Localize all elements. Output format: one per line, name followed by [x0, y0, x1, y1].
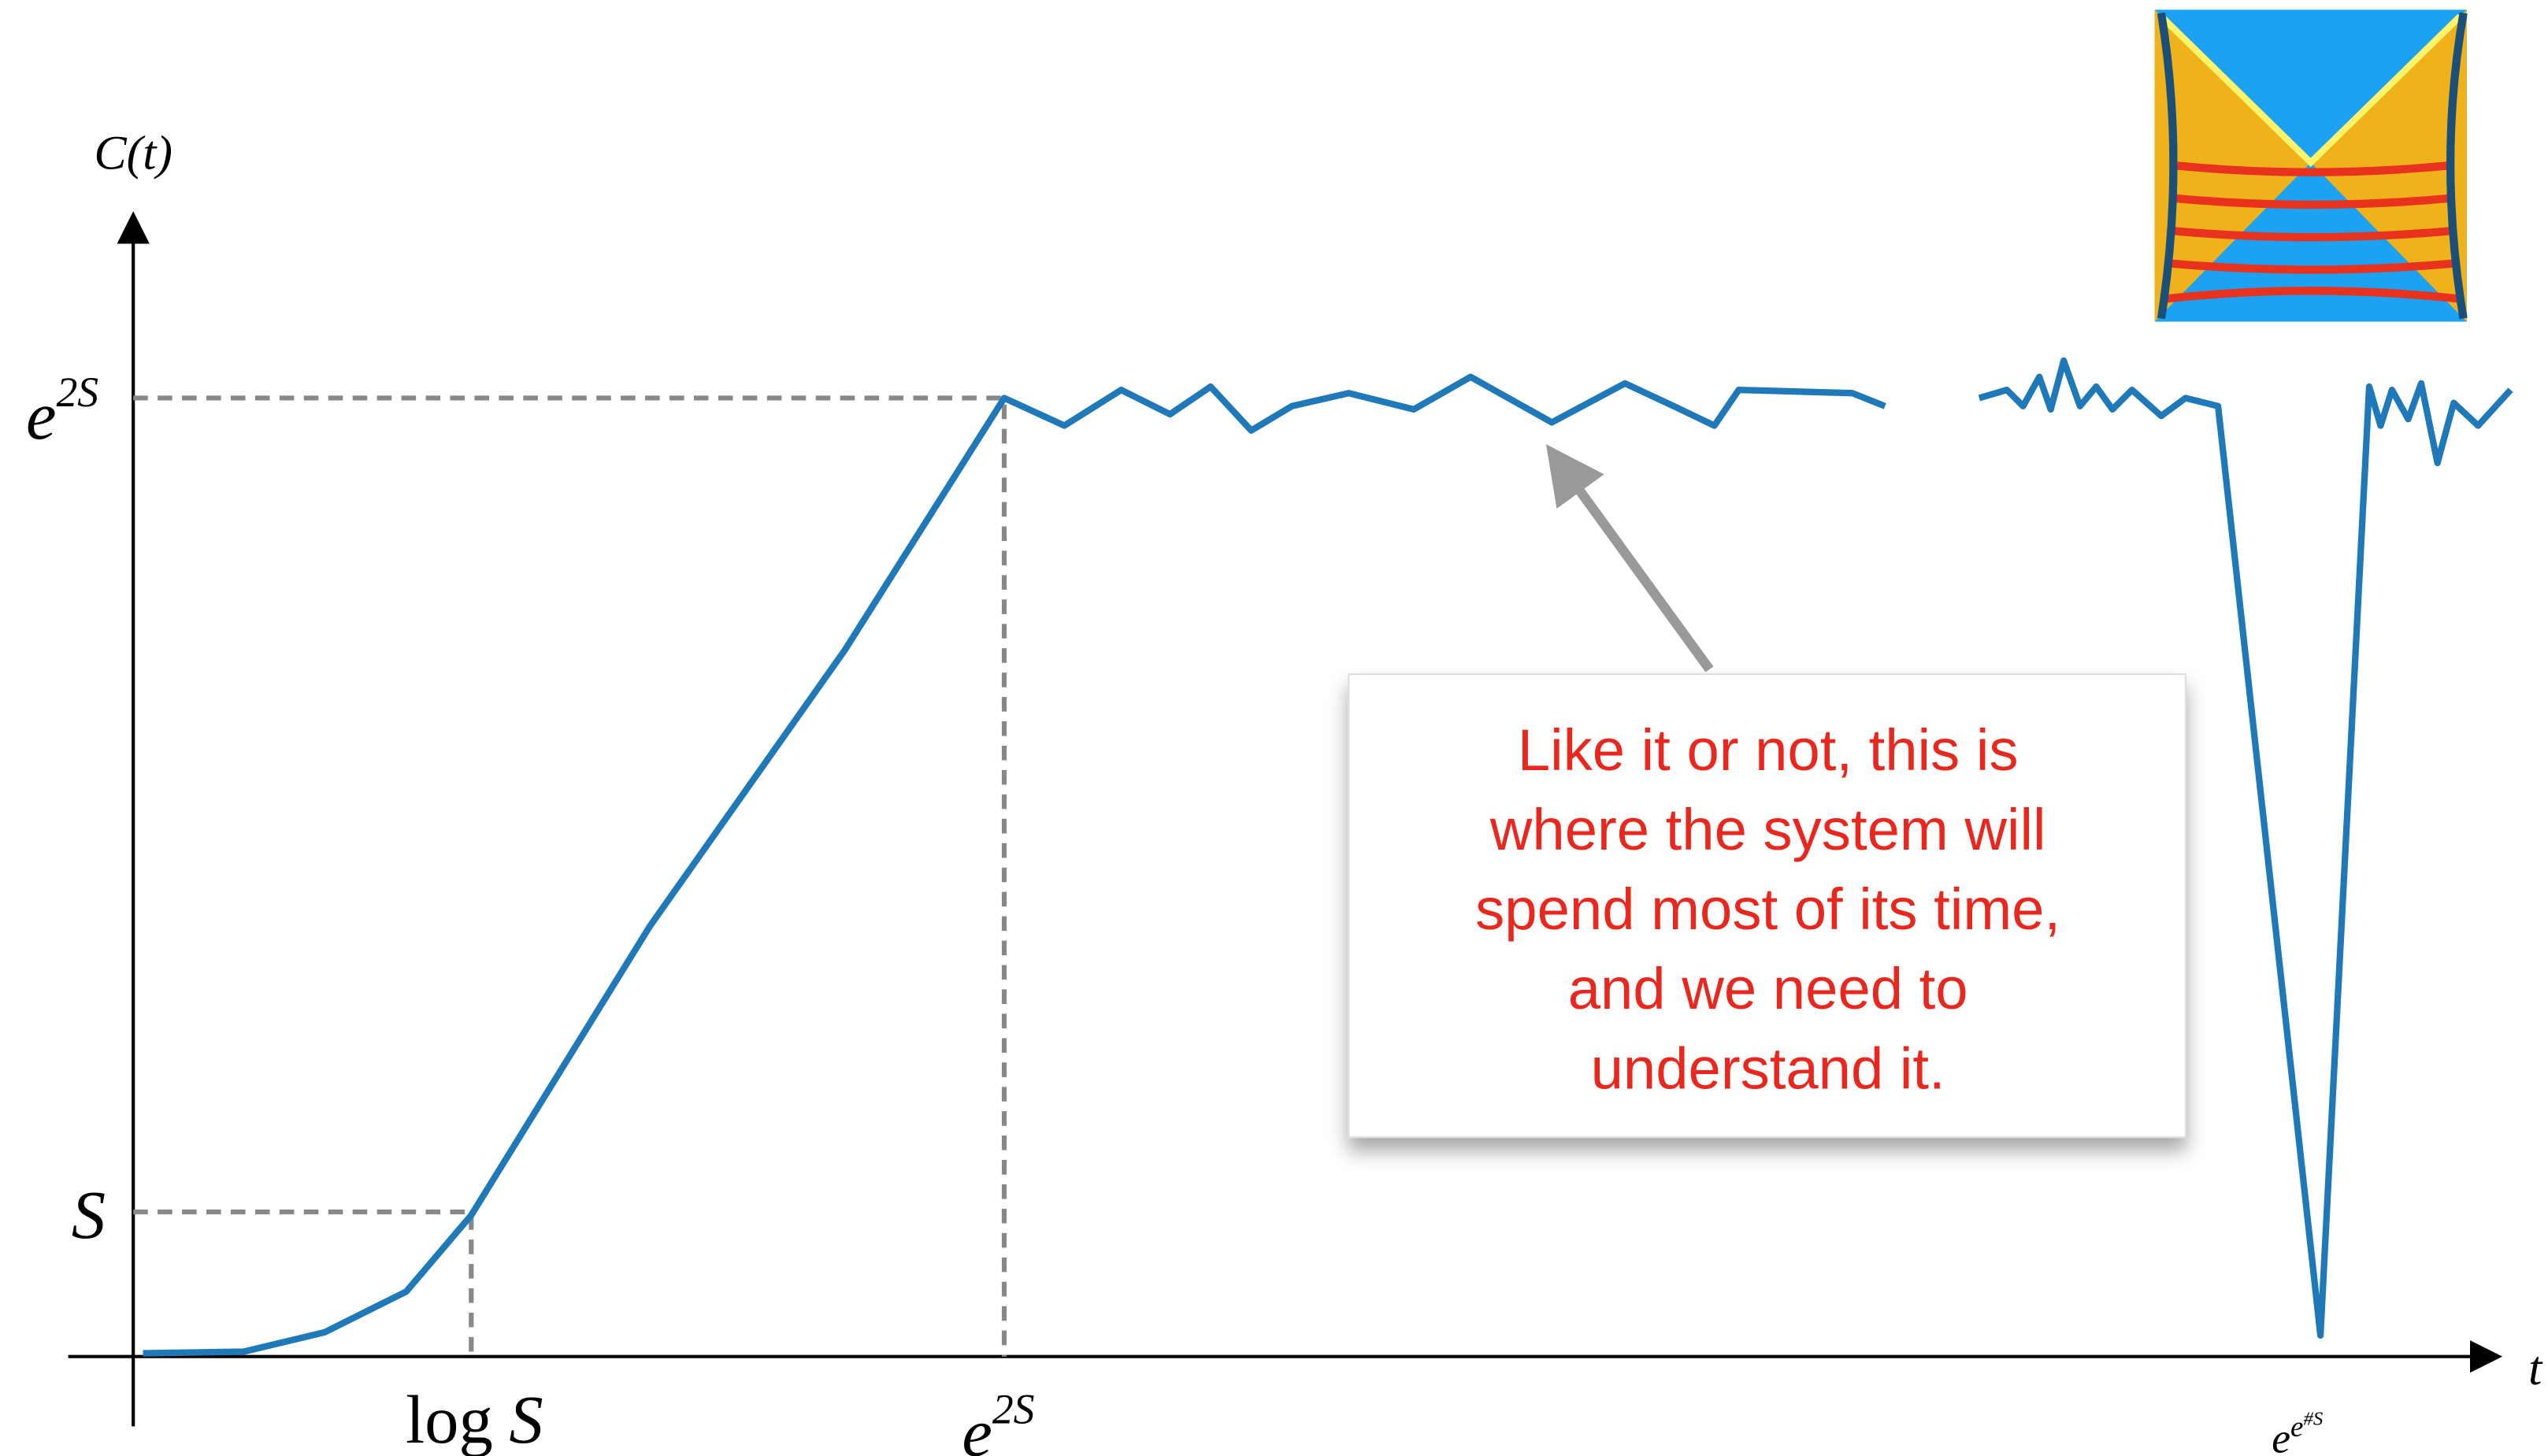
y-tick-s: S [72, 1177, 106, 1253]
sup: 2S [56, 369, 98, 416]
callout-line: understand it. [1591, 1036, 1945, 1101]
callout-line: Like it or not, this is [1518, 717, 2019, 783]
sup: e [2290, 1411, 2303, 1443]
guides [133, 395, 1007, 1357]
callout-arrow [1545, 444, 1714, 672]
scaled-layer: C(t) t e2S S log S e2S ee#S Like it or no… [26, 9, 2543, 1456]
arg: S [509, 1382, 543, 1456]
penrose-icon [2154, 9, 2468, 322]
callout-line: spend most of its time, [1475, 876, 2060, 942]
callout-line: and we need to [1568, 956, 1968, 1021]
sup: 2S [992, 1385, 1035, 1432]
x-tick-logs: log S [406, 1382, 543, 1456]
callout-text: Like it or not, this is where the system… [1475, 717, 2060, 1101]
callout-box [1348, 673, 2186, 1139]
base: e [962, 1395, 992, 1456]
y-axis-label: C(t) [94, 127, 172, 180]
supsup: #S [2304, 1408, 2324, 1429]
y-tick-e2s: e2S [26, 369, 98, 454]
x-tick-e2s: e2S [962, 1385, 1034, 1456]
x-axis-label: t [2528, 1342, 2543, 1395]
curve [143, 357, 2513, 1357]
base: e [2272, 1414, 2290, 1456]
x-tick-eeS: ee#S [2272, 1408, 2323, 1456]
callout-line: where the system will [1489, 797, 2046, 862]
fn: log [406, 1382, 493, 1456]
base: e [26, 378, 56, 454]
